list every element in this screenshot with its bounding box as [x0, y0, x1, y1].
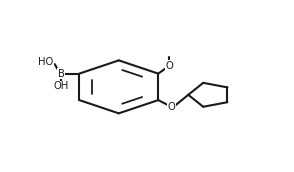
Text: O: O — [165, 61, 173, 71]
Text: OH: OH — [54, 81, 69, 91]
Text: HO: HO — [39, 57, 54, 67]
Text: O: O — [168, 102, 175, 112]
Text: B: B — [58, 69, 64, 79]
